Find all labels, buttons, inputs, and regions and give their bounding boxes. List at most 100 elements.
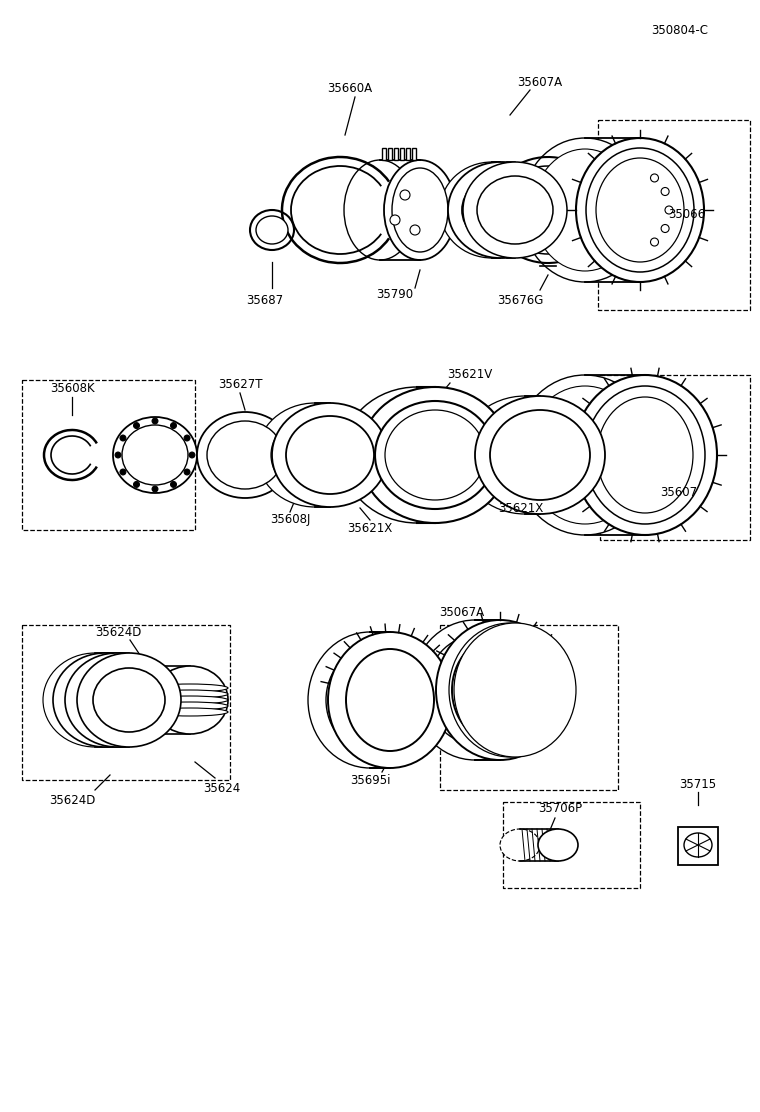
Ellipse shape	[521, 138, 649, 282]
Ellipse shape	[53, 653, 157, 747]
Ellipse shape	[257, 403, 373, 507]
Ellipse shape	[170, 423, 176, 428]
Ellipse shape	[69, 668, 141, 732]
Ellipse shape	[427, 636, 523, 744]
Ellipse shape	[490, 410, 590, 500]
Ellipse shape	[207, 421, 283, 489]
Ellipse shape	[525, 386, 645, 524]
Ellipse shape	[189, 451, 195, 458]
Ellipse shape	[67, 653, 171, 747]
Text: 35624D: 35624D	[49, 794, 95, 806]
Text: 35608K: 35608K	[49, 381, 94, 395]
Text: 35066: 35066	[668, 209, 705, 221]
Ellipse shape	[410, 225, 420, 235]
Ellipse shape	[596, 158, 684, 262]
Ellipse shape	[411, 620, 539, 759]
Ellipse shape	[344, 160, 416, 260]
Text: 35067A: 35067A	[439, 606, 485, 618]
Ellipse shape	[122, 425, 188, 485]
Ellipse shape	[328, 632, 452, 768]
Ellipse shape	[661, 225, 669, 232]
Text: 35790: 35790	[376, 288, 413, 301]
Ellipse shape	[55, 653, 159, 747]
Ellipse shape	[469, 176, 545, 244]
Ellipse shape	[152, 418, 158, 424]
Ellipse shape	[576, 138, 704, 282]
Ellipse shape	[449, 623, 571, 757]
Ellipse shape	[83, 668, 155, 732]
Text: 35621X: 35621X	[498, 502, 543, 515]
Ellipse shape	[197, 413, 293, 498]
Bar	[678, 827, 718, 865]
Ellipse shape	[65, 653, 169, 747]
Ellipse shape	[500, 830, 540, 861]
Ellipse shape	[573, 375, 717, 535]
Bar	[400, 148, 404, 160]
Ellipse shape	[113, 417, 197, 493]
Bar	[394, 148, 398, 160]
Ellipse shape	[384, 160, 456, 260]
Ellipse shape	[71, 668, 143, 732]
Ellipse shape	[375, 401, 495, 509]
Ellipse shape	[538, 830, 578, 861]
Bar	[388, 148, 392, 160]
Ellipse shape	[463, 162, 567, 258]
Text: 35676G: 35676G	[497, 294, 543, 307]
Ellipse shape	[256, 216, 288, 244]
Text: 35624: 35624	[204, 782, 241, 794]
Ellipse shape	[597, 397, 693, 513]
Ellipse shape	[170, 481, 176, 487]
Ellipse shape	[533, 149, 637, 271]
Ellipse shape	[661, 188, 669, 196]
Ellipse shape	[440, 162, 544, 258]
Text: 35687: 35687	[246, 294, 283, 307]
Text: 35715: 35715	[679, 777, 717, 791]
Ellipse shape	[475, 396, 605, 514]
Ellipse shape	[475, 410, 575, 500]
Ellipse shape	[390, 215, 400, 225]
Ellipse shape	[448, 162, 552, 258]
Ellipse shape	[107, 666, 183, 734]
Ellipse shape	[665, 206, 673, 214]
Ellipse shape	[460, 396, 590, 514]
Ellipse shape	[134, 423, 140, 428]
Text: 35627T: 35627T	[218, 378, 262, 391]
Ellipse shape	[346, 649, 434, 751]
Ellipse shape	[120, 469, 126, 475]
Ellipse shape	[152, 684, 228, 692]
Ellipse shape	[286, 416, 374, 494]
Ellipse shape	[152, 486, 158, 492]
Ellipse shape	[400, 190, 410, 200]
Ellipse shape	[477, 176, 553, 244]
Ellipse shape	[272, 403, 388, 507]
Ellipse shape	[59, 668, 131, 732]
Ellipse shape	[120, 435, 126, 441]
Text: 35621V: 35621V	[448, 368, 492, 381]
Ellipse shape	[271, 416, 359, 494]
Ellipse shape	[585, 386, 705, 524]
Ellipse shape	[250, 210, 294, 250]
Text: 35660A: 35660A	[328, 81, 372, 95]
Ellipse shape	[93, 668, 165, 732]
Ellipse shape	[684, 833, 712, 857]
Ellipse shape	[651, 238, 658, 246]
Text: 35608J: 35608J	[270, 514, 310, 526]
Ellipse shape	[115, 451, 121, 458]
Ellipse shape	[77, 653, 181, 747]
Text: 35621X: 35621X	[347, 522, 393, 535]
Ellipse shape	[326, 649, 414, 751]
Ellipse shape	[513, 375, 657, 535]
Ellipse shape	[360, 387, 510, 523]
Text: 35607A: 35607A	[518, 76, 562, 89]
Text: 35706P: 35706P	[538, 802, 582, 814]
Ellipse shape	[444, 623, 566, 757]
Ellipse shape	[454, 623, 576, 757]
Ellipse shape	[152, 666, 228, 734]
Text: 35607: 35607	[660, 486, 697, 498]
Ellipse shape	[152, 691, 228, 698]
Ellipse shape	[184, 469, 190, 475]
Ellipse shape	[462, 176, 538, 244]
Ellipse shape	[134, 481, 140, 487]
Ellipse shape	[357, 401, 477, 509]
Ellipse shape	[392, 168, 448, 252]
